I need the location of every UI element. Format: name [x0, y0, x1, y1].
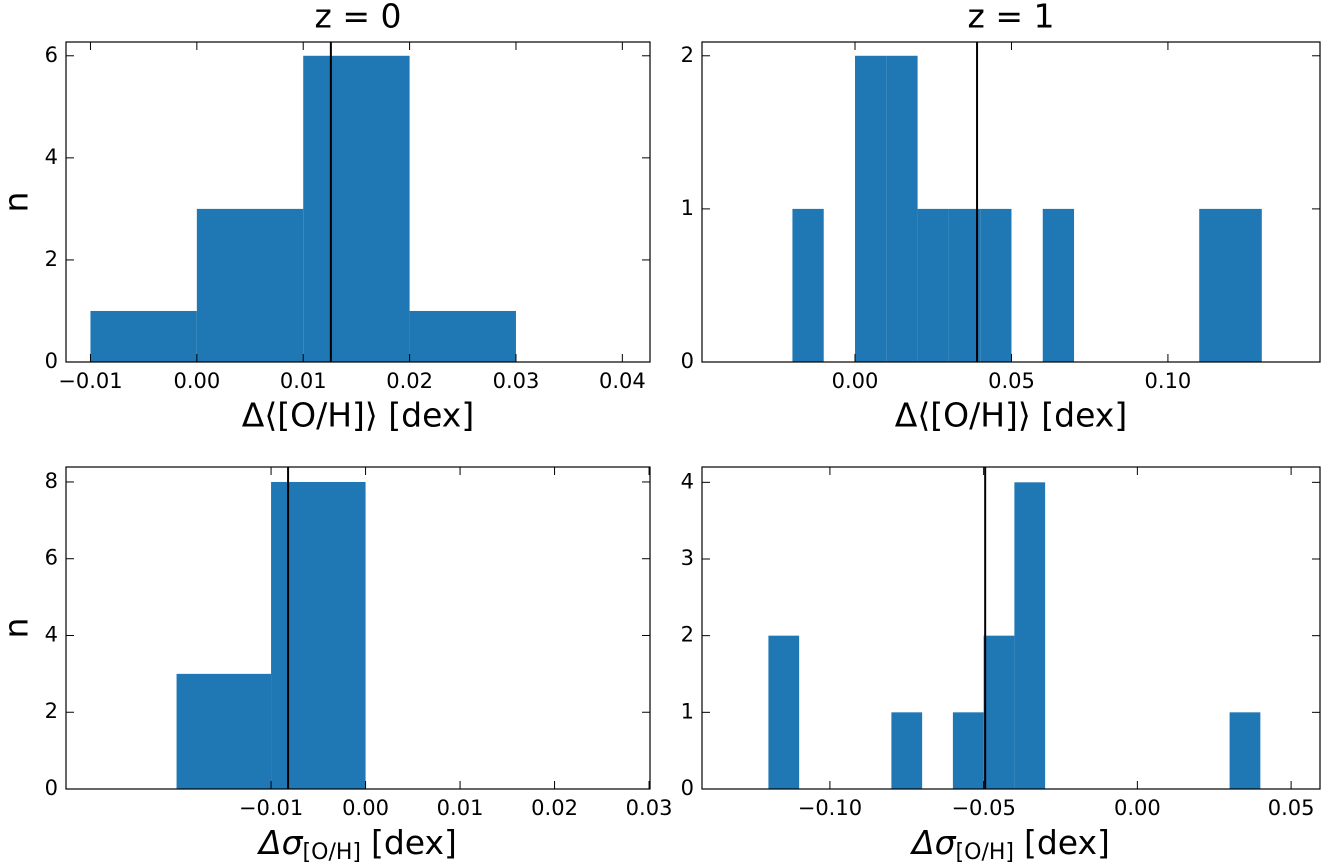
bar [980, 208, 1012, 362]
x-tick-label: 0.00 [173, 369, 220, 393]
y-tick-label: 0 [681, 776, 694, 800]
x-axis-label-unit: [dex] [371, 823, 457, 862]
x-axis-label-symbol: Δσ [256, 823, 304, 862]
y-tick-label: 1 [681, 699, 694, 723]
y-tick-label: 0 [45, 349, 58, 373]
y-tick-label: 2 [45, 699, 58, 723]
bar [1042, 208, 1075, 362]
x-tick-label: 0.03 [493, 369, 540, 393]
y-tick-label: 6 [45, 546, 58, 570]
axes-frame [65, 41, 651, 363]
x-axis-label: Δ⟨[O/H]⟩ [dex] [895, 396, 1127, 435]
y-tick-label: 2 [681, 623, 694, 647]
bar [409, 310, 516, 362]
x-axis-label: Δ⟨[O/H]⟩ [dex] [242, 396, 474, 435]
y-axis-label: n [0, 192, 36, 213]
x-tick-label: −0.05 [951, 796, 1015, 820]
y-tick-label: 1 [681, 196, 694, 220]
chart-title: z = 0 [315, 0, 402, 36]
x-tick-label: 0.00 [1114, 796, 1161, 820]
x-tick-label: 0.04 [599, 369, 646, 393]
bar [1199, 208, 1231, 362]
axes-frame [65, 466, 651, 790]
x-axis-label: Δσ[O/H] [dex] [909, 823, 1110, 866]
x-tick-label: −0.01 [239, 796, 303, 820]
y-axis-label: n [0, 618, 36, 639]
x-tick-label: 0.10 [1145, 369, 1192, 393]
bar [952, 712, 984, 789]
x-tick-label: 0.05 [1268, 796, 1315, 820]
y-tick-label: 3 [681, 546, 694, 570]
x-tick-label: 0.00 [832, 369, 879, 393]
y-tick-label: 2 [681, 43, 694, 67]
x-axis-label: Δσ[O/H] [dex] [256, 823, 457, 866]
y-tick-label: 6 [45, 43, 58, 67]
x-tick-label: 0.03 [626, 796, 673, 820]
x-tick-label: 0.02 [531, 796, 578, 820]
y-tick-label: 2 [45, 247, 58, 271]
y-tick-label: 8 [45, 469, 58, 493]
y-tick-label: 4 [45, 622, 58, 646]
x-tick-label: 0.02 [386, 369, 433, 393]
bar [855, 55, 887, 362]
bar [303, 55, 410, 362]
chart-title: z = 1 [968, 0, 1055, 36]
bar [948, 208, 981, 362]
x-tick-label: 0.01 [280, 369, 327, 393]
bar [983, 635, 1015, 789]
axes-frame [701, 466, 1321, 790]
bar [886, 55, 918, 362]
bar [917, 208, 949, 362]
x-axis-label-symbol: Δσ [909, 823, 957, 862]
x-axis-label-unit: [dex] [1024, 823, 1110, 862]
x-axis-label-subscript: [O/H] [956, 840, 1014, 865]
bar [768, 635, 800, 789]
x-tick-label: 0.05 [988, 369, 1035, 393]
y-tick-label: 0 [45, 776, 58, 800]
bar [1229, 712, 1261, 789]
y-tick-label: 4 [681, 469, 694, 493]
x-tick-label: 0.00 [342, 796, 389, 820]
x-tick-label: −0.10 [798, 796, 862, 820]
x-tick-label: 0.01 [437, 796, 484, 820]
bar [891, 712, 923, 789]
bar [271, 481, 366, 789]
bar [90, 310, 197, 362]
bar [1230, 208, 1262, 362]
bar [196, 208, 304, 362]
bar [1014, 482, 1046, 789]
x-tick-label: −0.01 [58, 369, 122, 393]
bar [176, 673, 272, 789]
y-tick-label: 4 [45, 145, 58, 169]
x-axis-label-subscript: [O/H] [303, 840, 361, 865]
y-tick-label: 0 [681, 349, 694, 373]
bar [792, 208, 824, 362]
